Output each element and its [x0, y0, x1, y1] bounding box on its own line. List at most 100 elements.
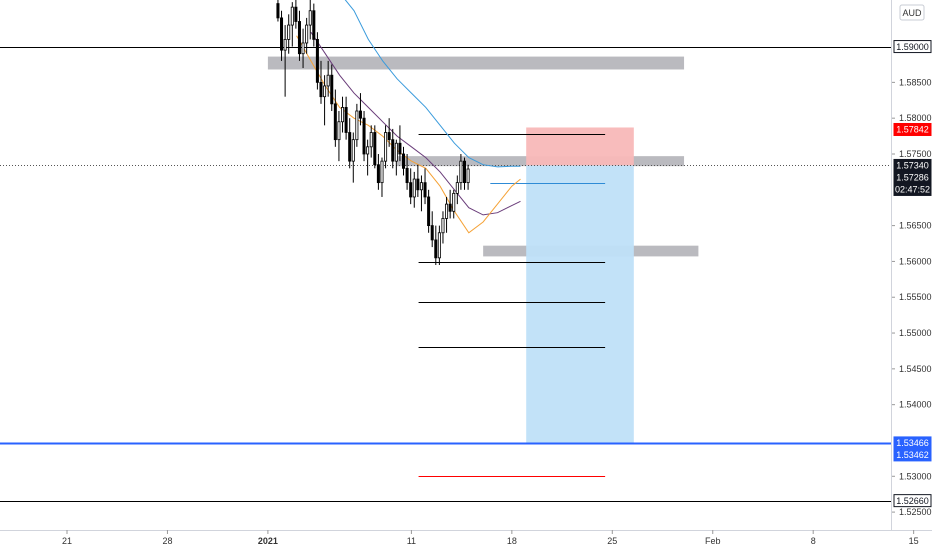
- candle-body: [341, 107, 345, 123]
- candle: [294, 0, 298, 29]
- candle: [301, 28, 305, 69]
- price-badge-label: 1.57286: [896, 173, 929, 183]
- price-badge: 1.53466: [893, 436, 932, 450]
- candle-body: [412, 178, 416, 198]
- candle: [405, 153, 409, 190]
- price-badge-label: 1.57340: [896, 161, 929, 171]
- candle-body: [297, 21, 301, 55]
- price-badges: 1.59000 1.57842 1.57340 1.57286 02:47:52 1.53…: [893, 40, 932, 508]
- candle: [384, 125, 388, 169]
- candle: [448, 189, 452, 219]
- take-profit-area[interactable]: [526, 165, 634, 443]
- candle-body: [423, 182, 427, 198]
- candle-body: [401, 153, 406, 169]
- candle: [326, 60, 330, 97]
- moving-averages: [296, 0, 521, 234]
- time-tick-label: 11: [407, 536, 416, 546]
- time-tick-label: 8: [811, 536, 816, 546]
- candle-body: [358, 110, 362, 119]
- candle-body: [294, 6, 298, 22]
- price-badge-label: 1.59000: [896, 42, 929, 52]
- candle: [330, 64, 334, 112]
- price-tick-label: 1.52500: [899, 507, 932, 517]
- candle-body: [369, 132, 373, 148]
- candle: [287, 14, 291, 54]
- candle: [427, 189, 431, 233]
- moving-average-line: [344, 0, 521, 168]
- candle: [434, 225, 438, 265]
- candle-body: [430, 225, 434, 241]
- candle-body: [455, 182, 459, 194]
- candle: [337, 111, 341, 162]
- candle-body: [276, 3, 280, 19]
- candle: [333, 89, 337, 147]
- price-tick-label: 1.58000: [899, 113, 932, 123]
- candle: [459, 153, 463, 190]
- candle-body: [301, 42, 305, 55]
- candle-body: [409, 182, 413, 198]
- price-badge-box: [893, 122, 932, 136]
- candle-body: [376, 164, 380, 184]
- candle-body: [373, 132, 377, 166]
- horizontal-lines[interactable]: [0, 47, 892, 502]
- candle-body: [319, 81, 323, 98]
- candle: [380, 157, 384, 197]
- time-axis-ticks: 21 28 2021 11 18 25 Feb 8 15: [62, 530, 919, 546]
- currency-button[interactable]: AUD: [899, 4, 925, 21]
- candle-body: [380, 160, 384, 184]
- candle: [297, 10, 301, 61]
- time-tick-label: 25: [607, 536, 617, 546]
- candle: [283, 25, 287, 97]
- candle-body: [419, 182, 423, 191]
- candle-body: [459, 160, 463, 184]
- axes: [0, 0, 932, 531]
- price-badge-label: 1.53462: [896, 450, 929, 460]
- candle-body: [355, 110, 359, 141]
- candle: [409, 168, 413, 205]
- price-badge-box: [893, 448, 932, 462]
- candle: [366, 139, 370, 176]
- candle: [351, 132, 355, 183]
- time-tick-label: 21: [62, 536, 72, 546]
- candle: [394, 139, 398, 176]
- price-badge: 1.57340: [893, 158, 932, 172]
- level-segments[interactable]: [418, 134, 606, 477]
- candle-body: [287, 24, 291, 40]
- candle: [358, 93, 362, 126]
- candle-body: [315, 38, 319, 83]
- candle-body: [326, 74, 330, 87]
- stop-loss-area[interactable]: [526, 127, 634, 166]
- candle-body: [305, 24, 309, 44]
- candle-body: [387, 132, 391, 141]
- candle: [344, 96, 348, 140]
- price-tick-label: 1.58500: [899, 77, 932, 87]
- candle: [373, 125, 377, 169]
- candle-body: [398, 142, 402, 155]
- price-badge: 1.52660: [893, 494, 932, 508]
- price-badge: 1.57842: [893, 122, 932, 136]
- candle-body: [330, 74, 334, 105]
- price-tick-label: 1.56000: [899, 256, 932, 266]
- candle-body: [441, 218, 445, 234]
- short-position-tool[interactable]: [526, 127, 634, 443]
- candle: [445, 196, 449, 233]
- candle: [376, 153, 380, 190]
- candle: [455, 175, 459, 205]
- time-tick-label: 15: [909, 536, 919, 546]
- candle-body: [308, 10, 312, 26]
- candle: [315, 32, 319, 90]
- candle-body: [323, 85, 327, 98]
- price-tick-label: 1.57500: [899, 149, 932, 159]
- candle: [305, 17, 309, 54]
- candle-body: [448, 203, 452, 212]
- candle: [319, 60, 323, 104]
- price-badge-label: 1.53466: [896, 438, 929, 448]
- candle: [362, 111, 366, 162]
- candlesticks: [276, 0, 470, 265]
- candle: [430, 211, 434, 248]
- candle: [341, 96, 345, 133]
- price-tick-label: 1.55500: [899, 292, 932, 302]
- currency-label: AUD: [902, 8, 922, 18]
